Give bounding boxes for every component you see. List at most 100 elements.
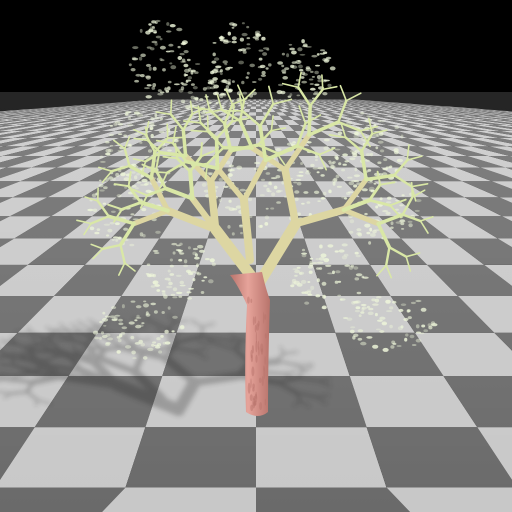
leaf — [377, 161, 382, 164]
leaf — [341, 255, 348, 260]
leaf — [116, 194, 122, 198]
leaf — [357, 337, 363, 341]
branch — [164, 206, 220, 234]
leaf — [242, 91, 248, 95]
leaf — [239, 188, 246, 192]
leaf — [127, 123, 134, 127]
leaf — [319, 244, 323, 249]
leaf — [354, 167, 358, 172]
leaf — [352, 335, 356, 340]
leaf — [270, 177, 278, 180]
branch — [155, 153, 160, 172]
leaf — [148, 23, 152, 26]
bark-texture — [263, 367, 266, 380]
leaf — [377, 140, 384, 144]
leaf — [320, 253, 327, 258]
bark-texture — [264, 333, 267, 339]
bark-texture — [252, 387, 255, 392]
branch — [385, 264, 393, 279]
branch — [270, 127, 287, 132]
leaf — [177, 56, 183, 60]
branch-shadow — [0, 363, 16, 367]
leaf — [147, 347, 154, 352]
leaf — [180, 86, 185, 91]
branch-shadow — [36, 399, 52, 405]
leaf — [368, 241, 372, 245]
leaf — [159, 37, 163, 41]
leaf — [111, 210, 116, 213]
branch — [190, 129, 209, 133]
leaf — [218, 177, 224, 182]
leaf — [94, 336, 100, 340]
leaf — [100, 331, 105, 335]
leaf — [322, 191, 327, 196]
branch — [367, 183, 382, 202]
branch — [132, 158, 147, 163]
leaf — [168, 281, 173, 286]
leaf — [155, 19, 161, 23]
leaf — [347, 191, 354, 194]
branch-shadow — [295, 391, 319, 399]
leaf — [361, 307, 365, 312]
leaf — [320, 174, 325, 177]
leaf — [150, 117, 154, 121]
branch — [339, 84, 348, 102]
leaf — [264, 215, 270, 220]
leaf — [258, 49, 264, 52]
leaf — [294, 197, 299, 202]
leaf — [187, 91, 193, 94]
branch — [182, 120, 202, 124]
leaf — [284, 67, 290, 70]
bark-texture — [250, 298, 253, 303]
leaf — [368, 307, 374, 311]
leaf — [162, 291, 166, 296]
leaf — [298, 171, 304, 174]
leaf — [135, 316, 142, 320]
leaf — [303, 191, 309, 194]
leaf — [365, 159, 370, 162]
branch — [127, 184, 143, 204]
branch-shadow — [15, 331, 33, 335]
leaf — [338, 162, 342, 166]
leaf — [322, 294, 326, 299]
branch — [163, 186, 195, 201]
leaf — [379, 330, 385, 333]
leaf — [350, 326, 356, 329]
leaf — [344, 160, 349, 163]
leaf — [390, 345, 395, 349]
leaf — [111, 238, 115, 242]
leaf — [168, 43, 174, 47]
leaf — [296, 266, 301, 269]
branch-shadow — [75, 348, 89, 354]
tree-branches — [76, 71, 434, 291]
leaf — [92, 330, 99, 335]
branch — [138, 200, 170, 213]
leaf — [368, 186, 375, 191]
branch-shadow — [317, 378, 331, 382]
branch — [282, 132, 312, 173]
leaf — [140, 74, 145, 78]
branch — [337, 99, 348, 124]
leaf — [157, 92, 164, 96]
leaf — [341, 243, 348, 247]
leaf — [135, 132, 139, 136]
branch-shadow — [68, 356, 85, 374]
branch-shadow — [230, 333, 241, 343]
leaf — [305, 46, 312, 48]
leaf — [176, 244, 181, 247]
branch-shadow — [13, 363, 35, 375]
leaf — [172, 315, 178, 319]
leaf — [136, 113, 144, 118]
leaf — [318, 257, 325, 261]
branch-shadow — [30, 370, 65, 379]
leaf — [351, 301, 356, 305]
branch — [139, 194, 149, 209]
leaf — [314, 91, 319, 94]
leaf — [114, 121, 121, 124]
bark-texture — [250, 378, 252, 389]
leaf — [151, 86, 156, 90]
leaf — [327, 272, 334, 275]
leaf — [269, 182, 272, 186]
leaf — [165, 90, 170, 93]
leaf — [124, 186, 128, 189]
